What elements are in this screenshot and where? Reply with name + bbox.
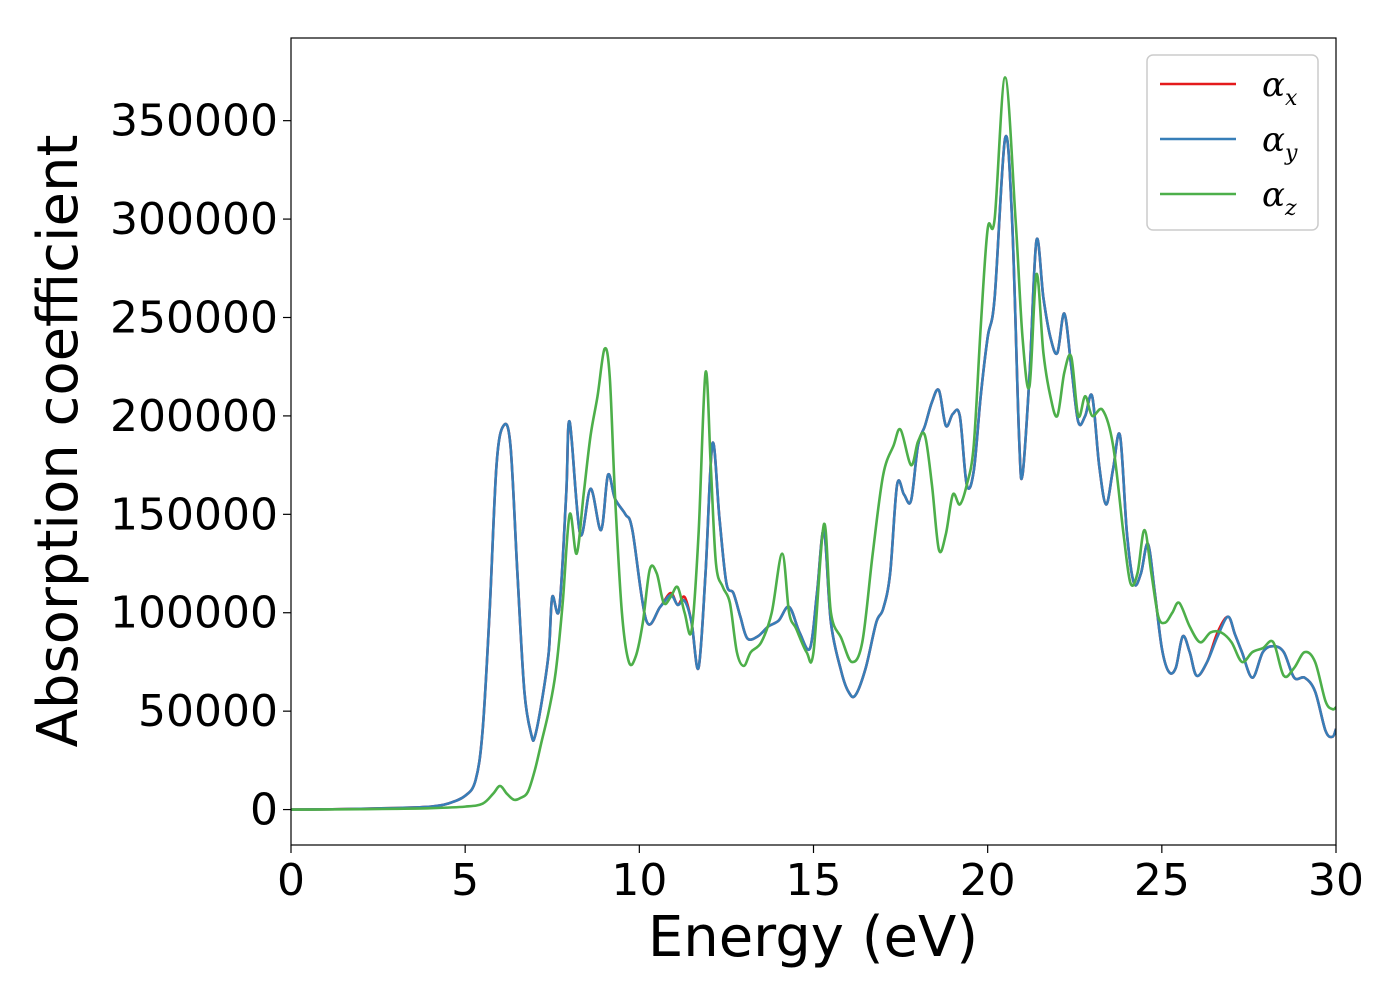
x-tick-label: 30 <box>1308 855 1364 906</box>
series-line-alpha-z <box>291 76 1336 811</box>
y-tick-label: 150000 <box>110 489 278 540</box>
y-tick-label: 200000 <box>110 391 278 442</box>
y-axis-label: Absorption coefficient <box>26 135 91 748</box>
y-tick-label: 250000 <box>110 292 278 343</box>
y-tick-label: 0 <box>250 785 278 836</box>
y-tick-label: 300000 <box>110 194 278 245</box>
legend-label-base: α <box>1262 175 1285 215</box>
legend-label-base: α <box>1262 65 1285 105</box>
y-tick-label: 350000 <box>110 96 278 147</box>
legend-label-alpha-x: αx <box>1262 65 1298 111</box>
legend-box <box>1146 54 1319 231</box>
x-tick-label: 5 <box>451 855 479 906</box>
y-tick-label: 100000 <box>110 588 278 639</box>
legend-label-sub: z <box>1284 196 1297 221</box>
legend-label-sub: x <box>1285 86 1298 111</box>
x-tick-label: 15 <box>786 855 842 906</box>
legend-label-sub: y <box>1284 141 1298 166</box>
x-tick-label: 0 <box>277 855 305 906</box>
x-tick-label: 10 <box>611 855 667 906</box>
series-layer <box>291 76 1336 811</box>
x-tick-label: 25 <box>1134 855 1190 906</box>
y-tick-label: 50000 <box>138 686 278 737</box>
y-axis: 0 50000 100000 150000 200000 250000 300000 3500… <box>110 96 291 836</box>
legend-label-alpha-z: αz <box>1262 175 1297 221</box>
legend-label-alpha-y: αy <box>1262 120 1298 166</box>
x-axis-label: Energy (eV) <box>648 905 978 970</box>
legend-label-base: α <box>1262 120 1285 160</box>
x-tick-label: 20 <box>960 855 1016 906</box>
x-axis: 0 5 10 15 20 25 30 <box>277 845 1364 906</box>
